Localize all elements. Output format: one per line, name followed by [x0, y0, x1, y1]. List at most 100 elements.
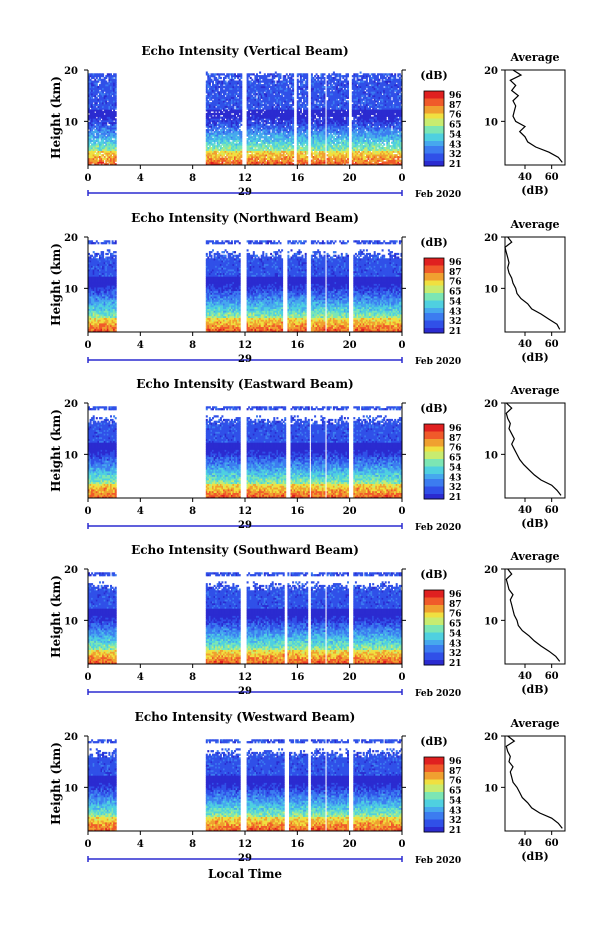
heatmap-cell	[252, 98, 255, 101]
heatmap-cell	[89, 111, 92, 114]
heatmap-cell	[240, 130, 243, 134]
heatmap-cell	[226, 154, 229, 157]
heatmap-cell	[235, 154, 238, 157]
heatmap-cell	[218, 93, 221, 96]
heatmap-cell	[274, 136, 277, 139]
heatmap-cell	[271, 141, 274, 144]
heatmap-cell	[237, 118, 240, 121]
heatmap-cell	[224, 139, 227, 142]
heatmap-cell	[92, 125, 95, 128]
heatmap-cell	[256, 145, 258, 148]
heatmap-cell	[284, 150, 287, 153]
heatmap-cell	[254, 145, 257, 148]
heatmap-cell	[216, 84, 219, 87]
heatmap-cell	[89, 94, 92, 98]
heatmap-cell	[263, 111, 266, 114]
heatmap-cell	[102, 116, 105, 119]
heatmap-cell	[263, 130, 266, 134]
heatmap-cell	[282, 107, 285, 110]
heatmap-cell	[276, 125, 279, 128]
heatmap-cell	[267, 139, 269, 142]
heatmap-cell	[237, 94, 240, 98]
heatmap-cell	[212, 118, 214, 121]
heatmap-cell	[207, 161, 210, 164]
heatmap-cell	[89, 154, 92, 157]
heatmap-cell	[113, 89, 116, 92]
heatmap-cell	[105, 150, 108, 153]
heatmap-cell	[230, 157, 233, 160]
heatmap-cell	[207, 148, 210, 151]
heatmap-cell	[274, 84, 277, 87]
heatmap-cell	[219, 163, 222, 166]
heatmap-cell	[268, 161, 271, 164]
heatmap-cell	[213, 139, 216, 142]
heatmap-cell	[97, 125, 100, 128]
heatmap-cell	[219, 147, 222, 150]
heatmap-cell	[232, 127, 235, 130]
heatmap-cell	[226, 125, 229, 128]
heatmap-cell	[268, 82, 271, 85]
heatmap-cell	[260, 85, 263, 89]
heatmap-cell	[91, 150, 94, 153]
heatmap-cell	[257, 107, 260, 110]
heatmap-cell	[273, 82, 276, 85]
heatmap-cell	[227, 114, 230, 117]
heatmap-cell	[237, 163, 240, 166]
heatmap-cell	[91, 84, 94, 87]
heatmap-cell	[212, 152, 214, 155]
heatmap-cell	[91, 94, 94, 98]
heatmap-cell	[88, 93, 90, 96]
heatmap-cell	[91, 87, 94, 90]
heatmap-cell	[230, 121, 233, 125]
heatmap-cell	[216, 120, 219, 123]
heatmap-cell	[216, 136, 219, 139]
heatmap-cell	[249, 148, 252, 151]
heatmap-cell	[279, 87, 282, 90]
heatmap-cell	[106, 138, 109, 141]
heatmap-cell	[278, 156, 280, 159]
heatmap-cell	[251, 152, 254, 155]
heatmap-cell	[205, 98, 208, 101]
heatmap-cell	[274, 93, 277, 96]
heatmap-cell	[91, 134, 94, 137]
heatmap-cell	[262, 120, 265, 123]
heatmap-cell	[235, 111, 238, 114]
heatmap-cell	[260, 116, 263, 119]
heatmap-cell	[257, 80, 260, 83]
heatmap-cell	[226, 109, 229, 112]
heatmap-cell	[205, 156, 208, 159]
heatmap-cell	[97, 136, 100, 139]
heatmap-cell	[246, 125, 249, 128]
heatmap-cell	[282, 116, 285, 119]
heatmap-cell	[246, 85, 249, 89]
heatmap-cell	[102, 94, 105, 98]
heatmap-cell	[234, 147, 236, 150]
heatmap-cell	[106, 91, 109, 94]
heatmap-cell	[268, 89, 271, 92]
heatmap-cell	[226, 121, 229, 125]
heatmap-cell	[100, 102, 103, 105]
heatmap-cell	[256, 109, 258, 112]
heatmap-cell	[252, 87, 255, 90]
heatmap-cell	[278, 94, 280, 98]
heatmap-cell	[274, 163, 277, 166]
heatmap-cell	[234, 123, 236, 126]
heatmap-cell	[240, 94, 243, 98]
heatmap-cell	[215, 139, 218, 142]
heatmap-cell	[254, 138, 257, 141]
heatmap-cell	[263, 98, 266, 101]
heatmap-cell	[279, 132, 282, 135]
heatmap-cell	[94, 118, 97, 121]
heatmap-cell	[262, 85, 265, 89]
heatmap-cell	[260, 157, 263, 160]
heatmap-cell	[95, 130, 98, 134]
heatmap-cell	[260, 136, 263, 139]
heatmap-cell	[113, 80, 116, 83]
heatmap-cell	[227, 100, 230, 103]
heatmap-cell	[281, 91, 284, 94]
heatmap-cell	[207, 96, 210, 99]
heatmap-cell	[260, 156, 263, 159]
heatmap-cell	[224, 148, 227, 151]
heatmap-cell	[246, 96, 249, 99]
heatmap-cell	[246, 143, 249, 146]
